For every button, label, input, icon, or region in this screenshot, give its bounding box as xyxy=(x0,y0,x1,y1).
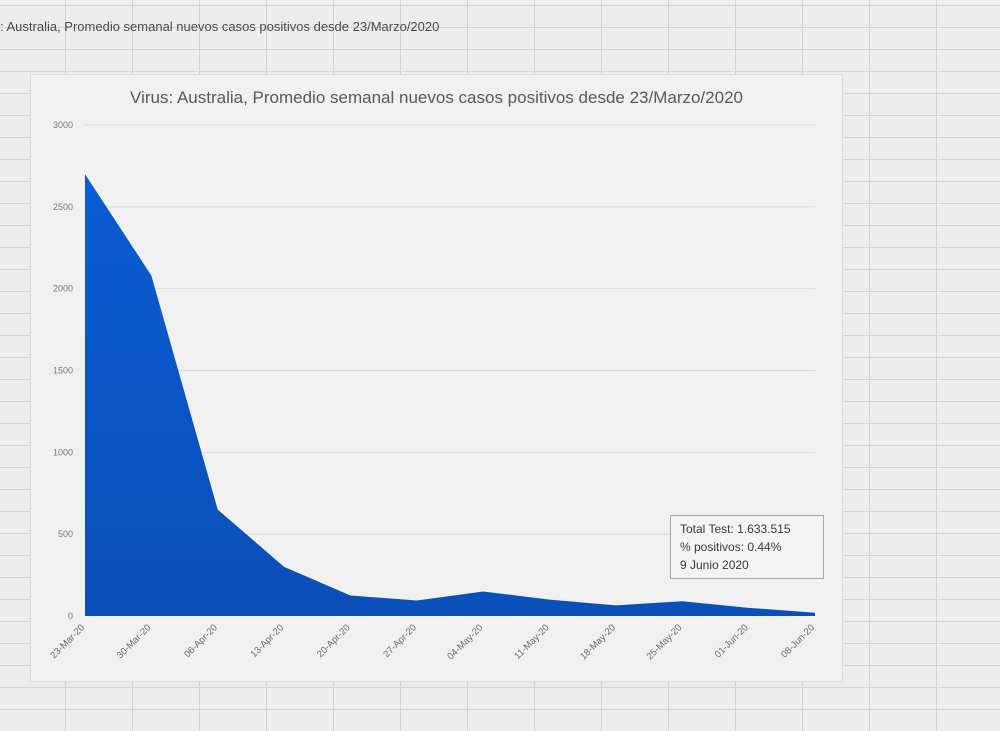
area-chart: 0 500 1000 1500 2000 2500 3000 23-Mar-20 30-Mar… xyxy=(48,120,817,662)
annotation-date: 9 Junio 2020 xyxy=(680,558,749,572)
y-tick-label: 0 xyxy=(68,611,73,621)
y-tick-label: 2000 xyxy=(53,284,73,294)
x-tick-label: 11-May-20 xyxy=(512,622,551,661)
x-tick-label: 13-Apr-20 xyxy=(249,622,287,660)
y-tick-label: 3000 xyxy=(53,120,73,130)
y-axis: 0 500 1000 1500 2000 2500 3000 xyxy=(53,120,73,621)
x-tick-label: 06-Apr-20 xyxy=(182,622,220,660)
x-tick-label: 30-Mar-20 xyxy=(115,622,154,661)
series-area-fill xyxy=(85,174,815,616)
sheet-cell-title: : Australia, Promedio semanal nuevos cas… xyxy=(0,19,440,34)
x-tick-label: 20-Apr-20 xyxy=(315,622,353,660)
chart-panel[interactable]: Virus: Australia, Promedio semanal nuevo… xyxy=(31,75,842,681)
x-tick-label: 08-Jun-20 xyxy=(779,622,817,660)
x-tick-label: 23-Mar-20 xyxy=(48,622,87,661)
x-axis: 23-Mar-20 30-Mar-20 06-Apr-20 13-Apr-20 20-A… xyxy=(48,622,817,662)
annotation-box: Total Test: 1.633.515 % positivos: 0.44%… xyxy=(670,515,824,579)
x-tick-label: 27-Apr-20 xyxy=(381,622,419,660)
y-tick-label: 500 xyxy=(58,529,73,539)
y-tick-label: 1500 xyxy=(53,366,73,376)
x-tick-label: 01-Jun-20 xyxy=(713,622,751,660)
x-tick-label: 18-May-20 xyxy=(578,622,618,662)
chart-title: Virus: Australia, Promedio semanal nuevo… xyxy=(130,88,743,107)
y-tick-label: 2500 xyxy=(53,202,73,212)
x-tick-label: 25-May-20 xyxy=(644,622,684,662)
y-tick-label: 1000 xyxy=(53,447,73,457)
annotation-total-test: Total Test: 1.633.515 xyxy=(680,522,791,536)
series-area xyxy=(85,174,815,616)
annotation-percent-positive: % positivos: 0.44% xyxy=(680,540,782,554)
x-tick-label: 04-May-20 xyxy=(445,622,485,662)
